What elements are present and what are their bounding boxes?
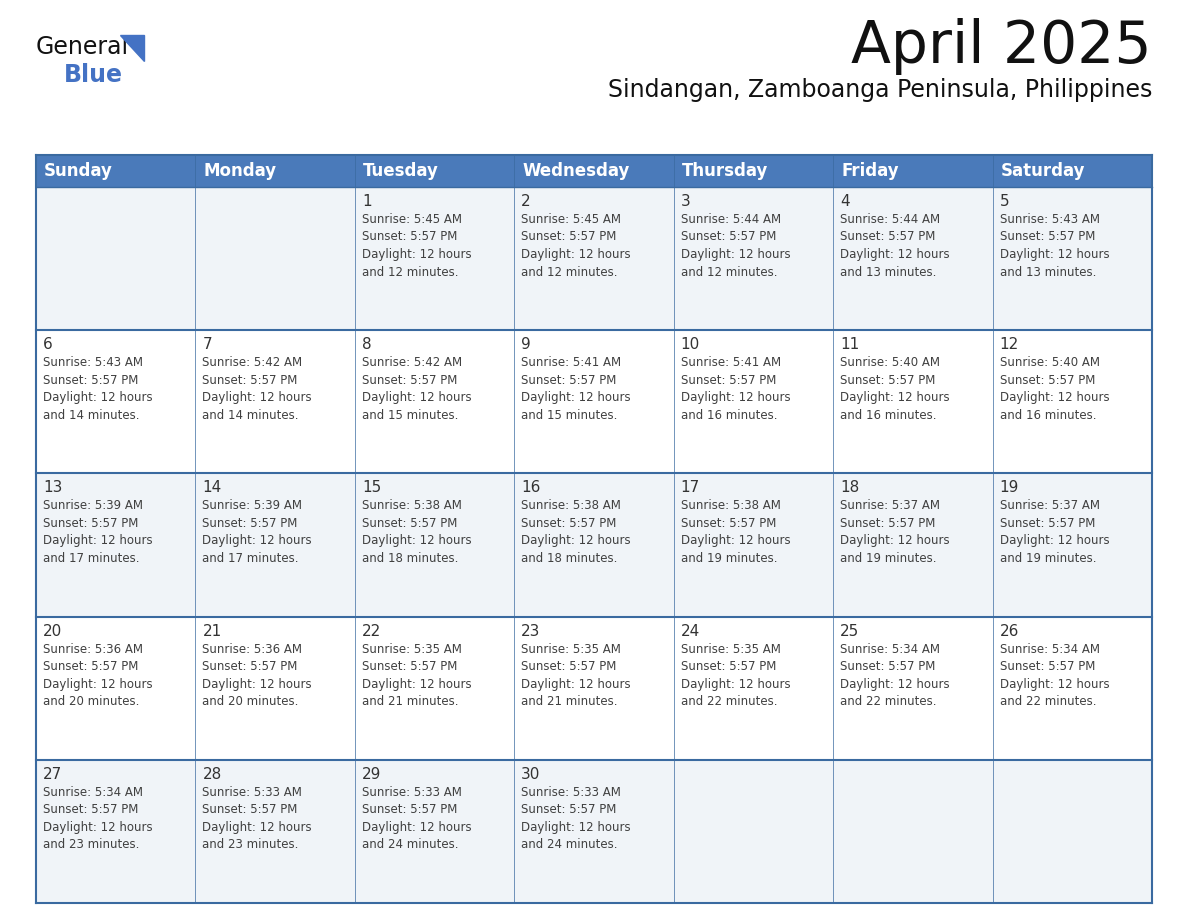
- Text: 21: 21: [202, 623, 222, 639]
- Text: Sunrise: 5:38 AM
Sunset: 5:57 PM
Daylight: 12 hours
and 19 minutes.: Sunrise: 5:38 AM Sunset: 5:57 PM Dayligh…: [681, 499, 790, 565]
- Text: 8: 8: [362, 337, 372, 353]
- Text: Wednesday: Wednesday: [523, 162, 630, 180]
- Text: 4: 4: [840, 194, 849, 209]
- Text: 13: 13: [43, 480, 63, 496]
- Text: Sunrise: 5:39 AM
Sunset: 5:57 PM
Daylight: 12 hours
and 17 minutes.: Sunrise: 5:39 AM Sunset: 5:57 PM Dayligh…: [43, 499, 152, 565]
- Text: Sunrise: 5:44 AM
Sunset: 5:57 PM
Daylight: 12 hours
and 12 minutes.: Sunrise: 5:44 AM Sunset: 5:57 PM Dayligh…: [681, 213, 790, 278]
- Text: Sunrise: 5:37 AM
Sunset: 5:57 PM
Daylight: 12 hours
and 19 minutes.: Sunrise: 5:37 AM Sunset: 5:57 PM Dayligh…: [840, 499, 949, 565]
- Text: April 2025: April 2025: [852, 18, 1152, 75]
- Text: Sunrise: 5:38 AM
Sunset: 5:57 PM
Daylight: 12 hours
and 18 minutes.: Sunrise: 5:38 AM Sunset: 5:57 PM Dayligh…: [362, 499, 472, 565]
- Text: Blue: Blue: [64, 63, 124, 87]
- Text: Sunrise: 5:42 AM
Sunset: 5:57 PM
Daylight: 12 hours
and 14 minutes.: Sunrise: 5:42 AM Sunset: 5:57 PM Dayligh…: [202, 356, 312, 421]
- Text: 29: 29: [362, 767, 381, 782]
- Text: 24: 24: [681, 623, 700, 639]
- Text: 16: 16: [522, 480, 541, 496]
- Text: 19: 19: [999, 480, 1019, 496]
- Text: 12: 12: [999, 337, 1019, 353]
- Text: 25: 25: [840, 623, 859, 639]
- Text: 11: 11: [840, 337, 859, 353]
- Bar: [36, 155, 1152, 187]
- Text: Sunrise: 5:38 AM
Sunset: 5:57 PM
Daylight: 12 hours
and 18 minutes.: Sunrise: 5:38 AM Sunset: 5:57 PM Dayligh…: [522, 499, 631, 565]
- Text: 27: 27: [43, 767, 62, 782]
- Text: Friday: Friday: [841, 162, 899, 180]
- Text: 7: 7: [202, 337, 211, 353]
- Text: 3: 3: [681, 194, 690, 209]
- Bar: [36, 617, 1152, 760]
- Text: 2: 2: [522, 194, 531, 209]
- Text: Thursday: Thursday: [682, 162, 769, 180]
- Bar: [36, 187, 1152, 330]
- Text: Sunrise: 5:33 AM
Sunset: 5:57 PM
Daylight: 12 hours
and 23 minutes.: Sunrise: 5:33 AM Sunset: 5:57 PM Dayligh…: [202, 786, 312, 851]
- Bar: [36, 474, 1152, 617]
- Bar: [36, 760, 1152, 903]
- Text: Sunrise: 5:33 AM
Sunset: 5:57 PM
Daylight: 12 hours
and 24 minutes.: Sunrise: 5:33 AM Sunset: 5:57 PM Dayligh…: [362, 786, 472, 851]
- Text: 5: 5: [999, 194, 1009, 209]
- Text: General: General: [36, 35, 129, 59]
- Bar: [36, 330, 1152, 474]
- Text: Sunrise: 5:34 AM
Sunset: 5:57 PM
Daylight: 12 hours
and 23 minutes.: Sunrise: 5:34 AM Sunset: 5:57 PM Dayligh…: [43, 786, 152, 851]
- Text: Sunrise: 5:35 AM
Sunset: 5:57 PM
Daylight: 12 hours
and 21 minutes.: Sunrise: 5:35 AM Sunset: 5:57 PM Dayligh…: [522, 643, 631, 708]
- Text: Sunrise: 5:33 AM
Sunset: 5:57 PM
Daylight: 12 hours
and 24 minutes.: Sunrise: 5:33 AM Sunset: 5:57 PM Dayligh…: [522, 786, 631, 851]
- Text: Sunrise: 5:43 AM
Sunset: 5:57 PM
Daylight: 12 hours
and 13 minutes.: Sunrise: 5:43 AM Sunset: 5:57 PM Dayligh…: [999, 213, 1110, 278]
- Text: 23: 23: [522, 623, 541, 639]
- Text: Sindangan, Zamboanga Peninsula, Philippines: Sindangan, Zamboanga Peninsula, Philippi…: [607, 78, 1152, 102]
- Text: Sunrise: 5:39 AM
Sunset: 5:57 PM
Daylight: 12 hours
and 17 minutes.: Sunrise: 5:39 AM Sunset: 5:57 PM Dayligh…: [202, 499, 312, 565]
- Text: 22: 22: [362, 623, 381, 639]
- Text: Sunrise: 5:34 AM
Sunset: 5:57 PM
Daylight: 12 hours
and 22 minutes.: Sunrise: 5:34 AM Sunset: 5:57 PM Dayligh…: [840, 643, 949, 708]
- Text: 20: 20: [43, 623, 62, 639]
- Text: Sunrise: 5:36 AM
Sunset: 5:57 PM
Daylight: 12 hours
and 20 minutes.: Sunrise: 5:36 AM Sunset: 5:57 PM Dayligh…: [43, 643, 152, 708]
- Text: Sunrise: 5:45 AM
Sunset: 5:57 PM
Daylight: 12 hours
and 12 minutes.: Sunrise: 5:45 AM Sunset: 5:57 PM Dayligh…: [362, 213, 472, 278]
- Text: 14: 14: [202, 480, 222, 496]
- Text: Monday: Monday: [203, 162, 277, 180]
- Text: Sunrise: 5:42 AM
Sunset: 5:57 PM
Daylight: 12 hours
and 15 minutes.: Sunrise: 5:42 AM Sunset: 5:57 PM Dayligh…: [362, 356, 472, 421]
- Text: 9: 9: [522, 337, 531, 353]
- Text: 10: 10: [681, 337, 700, 353]
- Text: 15: 15: [362, 480, 381, 496]
- Text: 1: 1: [362, 194, 372, 209]
- Text: Sunrise: 5:34 AM
Sunset: 5:57 PM
Daylight: 12 hours
and 22 minutes.: Sunrise: 5:34 AM Sunset: 5:57 PM Dayligh…: [999, 643, 1110, 708]
- Text: Sunrise: 5:35 AM
Sunset: 5:57 PM
Daylight: 12 hours
and 22 minutes.: Sunrise: 5:35 AM Sunset: 5:57 PM Dayligh…: [681, 643, 790, 708]
- Text: Sunrise: 5:41 AM
Sunset: 5:57 PM
Daylight: 12 hours
and 16 minutes.: Sunrise: 5:41 AM Sunset: 5:57 PM Dayligh…: [681, 356, 790, 421]
- Text: 28: 28: [202, 767, 222, 782]
- Text: Sunrise: 5:36 AM
Sunset: 5:57 PM
Daylight: 12 hours
and 20 minutes.: Sunrise: 5:36 AM Sunset: 5:57 PM Dayligh…: [202, 643, 312, 708]
- Text: Sunrise: 5:37 AM
Sunset: 5:57 PM
Daylight: 12 hours
and 19 minutes.: Sunrise: 5:37 AM Sunset: 5:57 PM Dayligh…: [999, 499, 1110, 565]
- Text: 26: 26: [999, 623, 1019, 639]
- Polygon shape: [120, 35, 144, 61]
- Text: 30: 30: [522, 767, 541, 782]
- Text: Sunrise: 5:41 AM
Sunset: 5:57 PM
Daylight: 12 hours
and 15 minutes.: Sunrise: 5:41 AM Sunset: 5:57 PM Dayligh…: [522, 356, 631, 421]
- Text: Sunrise: 5:45 AM
Sunset: 5:57 PM
Daylight: 12 hours
and 12 minutes.: Sunrise: 5:45 AM Sunset: 5:57 PM Dayligh…: [522, 213, 631, 278]
- Text: Sunrise: 5:35 AM
Sunset: 5:57 PM
Daylight: 12 hours
and 21 minutes.: Sunrise: 5:35 AM Sunset: 5:57 PM Dayligh…: [362, 643, 472, 708]
- Text: Saturday: Saturday: [1000, 162, 1085, 180]
- Text: Tuesday: Tuesday: [362, 162, 438, 180]
- Text: Sunrise: 5:40 AM
Sunset: 5:57 PM
Daylight: 12 hours
and 16 minutes.: Sunrise: 5:40 AM Sunset: 5:57 PM Dayligh…: [999, 356, 1110, 421]
- Text: 18: 18: [840, 480, 859, 496]
- Text: Sunrise: 5:43 AM
Sunset: 5:57 PM
Daylight: 12 hours
and 14 minutes.: Sunrise: 5:43 AM Sunset: 5:57 PM Dayligh…: [43, 356, 152, 421]
- Text: Sunrise: 5:44 AM
Sunset: 5:57 PM
Daylight: 12 hours
and 13 minutes.: Sunrise: 5:44 AM Sunset: 5:57 PM Dayligh…: [840, 213, 949, 278]
- Text: Sunday: Sunday: [44, 162, 113, 180]
- Text: Sunrise: 5:40 AM
Sunset: 5:57 PM
Daylight: 12 hours
and 16 minutes.: Sunrise: 5:40 AM Sunset: 5:57 PM Dayligh…: [840, 356, 949, 421]
- Text: 17: 17: [681, 480, 700, 496]
- Text: 6: 6: [43, 337, 52, 353]
